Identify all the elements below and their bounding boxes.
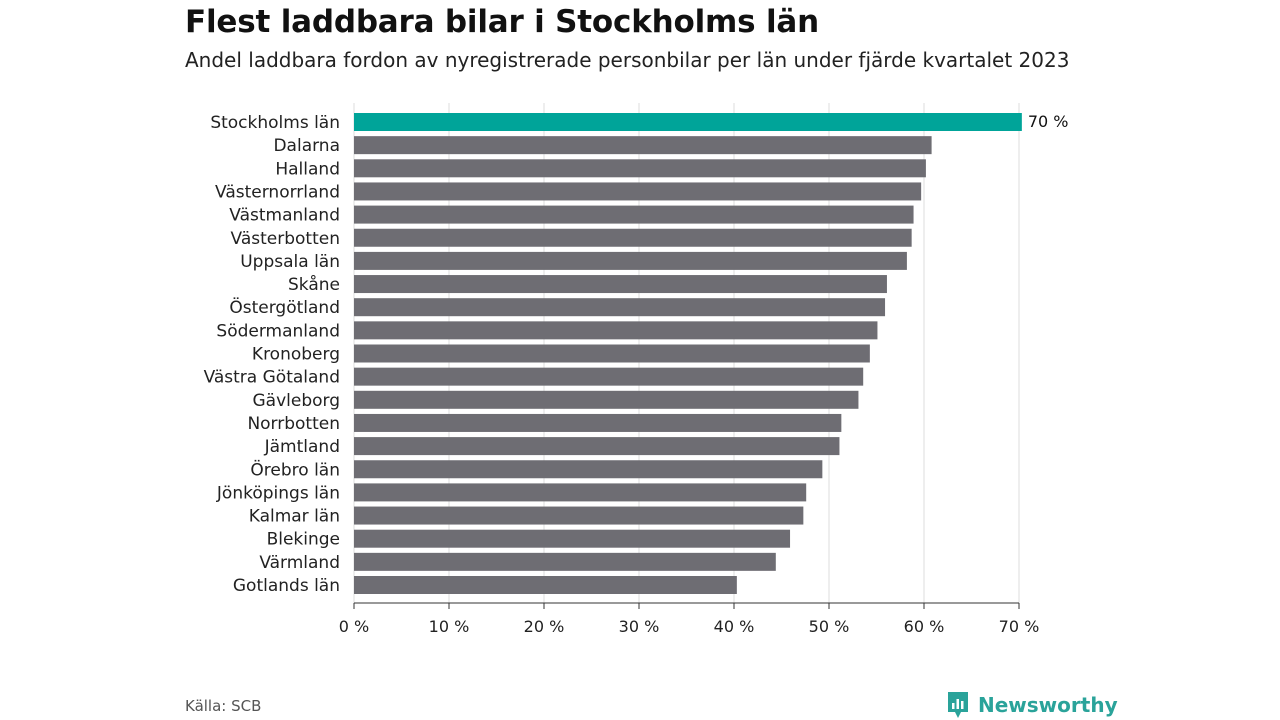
bar-1 xyxy=(354,136,932,155)
bar-17 xyxy=(354,506,804,525)
category-label: Norrbotten xyxy=(247,414,340,434)
bar-14 xyxy=(354,437,840,456)
bar-5 xyxy=(354,228,912,247)
bar-15 xyxy=(354,460,823,479)
category-label: Västernorrland xyxy=(215,182,340,202)
bar-20 xyxy=(354,576,737,594)
category-label: Södermanland xyxy=(216,321,340,341)
bar-3 xyxy=(354,182,922,201)
category-label: Skåne xyxy=(288,274,340,295)
category-label: Jämtland xyxy=(264,437,340,457)
bar-0 xyxy=(354,113,1022,131)
bars xyxy=(354,113,1022,594)
x-axis: 0 % 10 % 20 % 30 % 40 % 50 % 60 % 70 % xyxy=(339,602,1040,636)
category-label: Stockholms län xyxy=(210,113,340,133)
chart-subtitle: Andel laddbara fordon av nyregistrerade … xyxy=(185,48,1070,72)
bar-6 xyxy=(354,251,907,270)
bar-12 xyxy=(354,390,859,409)
category-label: Gotlands län xyxy=(233,576,340,596)
category-label: Västmanland xyxy=(229,206,340,226)
x-tick-label: 30 % xyxy=(619,617,660,636)
bar-18 xyxy=(354,529,791,548)
bar-8 xyxy=(354,298,886,317)
category-label: Kalmar län xyxy=(249,507,340,527)
category-label: Gävleborg xyxy=(252,391,340,411)
category-label: Halland xyxy=(275,159,340,179)
bar-2 xyxy=(354,159,926,178)
category-label: Värmland xyxy=(259,553,340,573)
category-labels: Stockholms län Dalarna Halland Västernorrla… xyxy=(204,113,340,596)
bar-19 xyxy=(354,552,776,571)
bar-4 xyxy=(354,205,914,224)
x-tick-label: 10 % xyxy=(429,617,470,636)
newsworthy-logo-icon xyxy=(948,692,968,718)
bar-9 xyxy=(354,321,878,340)
category-label: Blekinge xyxy=(267,530,340,550)
x-tick-label: 40 % xyxy=(714,617,755,636)
category-label: Östergötland xyxy=(229,296,340,318)
x-tick-label: 60 % xyxy=(904,617,945,636)
category-label: Dalarna xyxy=(273,136,340,156)
x-tick-label: 70 % xyxy=(999,617,1040,636)
category-label: Kronoberg xyxy=(252,345,340,365)
category-label: Västra Götaland xyxy=(204,368,340,388)
category-label: Uppsala län xyxy=(240,252,340,272)
category-label: Västerbotten xyxy=(231,229,340,249)
category-label: Örebro län xyxy=(250,458,340,480)
source-note: Källa: SCB xyxy=(185,697,262,715)
value-labels: 70 % xyxy=(1028,112,1069,131)
bar-11 xyxy=(354,367,864,386)
chart-title: Flest laddbara bilar i Stockholms län xyxy=(185,4,819,40)
x-tick-label: 20 % xyxy=(524,617,565,636)
value-label-0: 70 % xyxy=(1028,112,1069,131)
category-label: Jönköpings län xyxy=(216,483,340,503)
x-tick-label: 0 % xyxy=(339,617,369,636)
brand-logo: Newsworthy xyxy=(946,690,1118,720)
x-tick-label: 50 % xyxy=(809,617,850,636)
bar-13 xyxy=(354,413,842,432)
bar-10 xyxy=(354,344,870,363)
brand-name: Newsworthy xyxy=(978,693,1118,717)
bar-16 xyxy=(354,483,807,502)
bar-7 xyxy=(354,275,887,294)
